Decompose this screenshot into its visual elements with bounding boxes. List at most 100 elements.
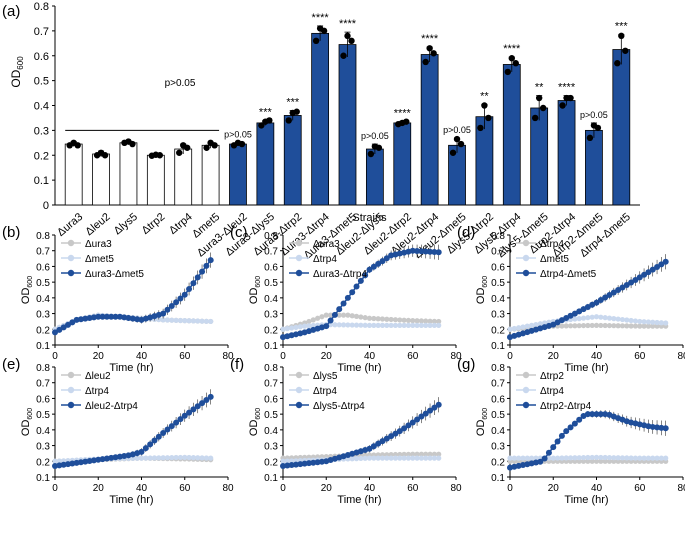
curve-y-tick-label: 0.2 bbox=[491, 457, 505, 468]
series-point bbox=[414, 451, 420, 457]
curve-xlabel: Time (hr) bbox=[337, 494, 381, 506]
curve-y-tick-label: 0.3 bbox=[264, 442, 278, 453]
series-point bbox=[559, 323, 565, 329]
curve-y-tick-label: 0.2 bbox=[264, 325, 278, 336]
curve-x-tick-label: 60 bbox=[179, 351, 191, 362]
series-point bbox=[537, 458, 544, 465]
replicate-point bbox=[614, 60, 621, 67]
bar-y-tick-label: 0.6 bbox=[34, 51, 49, 63]
series-point bbox=[507, 455, 513, 461]
series-point bbox=[203, 262, 210, 269]
series-point bbox=[598, 458, 604, 464]
curve-y-tick-label: 0.6 bbox=[264, 262, 278, 273]
replicate-point bbox=[535, 94, 543, 102]
series-point bbox=[190, 280, 197, 287]
series-point bbox=[392, 455, 399, 461]
bar bbox=[530, 107, 549, 206]
series-point bbox=[379, 322, 386, 328]
series-point bbox=[169, 454, 175, 461]
series-point bbox=[151, 455, 158, 461]
series-point bbox=[615, 323, 621, 329]
replicate-point bbox=[285, 117, 292, 124]
series-point bbox=[112, 313, 119, 320]
series-point bbox=[194, 403, 201, 410]
curve-y-tick-label: 0.6 bbox=[36, 394, 50, 405]
series-point bbox=[533, 455, 539, 461]
curve-x-tick-label: 0 bbox=[507, 483, 513, 494]
series-point bbox=[414, 455, 420, 461]
series-point bbox=[392, 451, 399, 458]
significance-label: **** bbox=[339, 18, 357, 30]
series-point bbox=[423, 322, 429, 328]
series-point bbox=[436, 455, 442, 461]
series-point bbox=[392, 317, 399, 323]
significance-label: **** bbox=[312, 12, 330, 24]
curve-panel: (b)0.10.20.30.40.50.60.70.80 20 40 60 80Time… bbox=[2, 224, 234, 374]
series-point bbox=[208, 318, 214, 325]
series-point bbox=[589, 322, 595, 329]
series-point bbox=[358, 455, 364, 462]
curve-ylabel: OD600 bbox=[20, 408, 34, 436]
series-point bbox=[427, 451, 433, 457]
curve-y-tick-label: 0.4 bbox=[264, 294, 278, 305]
series-point bbox=[357, 277, 364, 284]
series-point bbox=[576, 316, 582, 322]
replicate-point bbox=[426, 45, 433, 52]
series-point bbox=[550, 455, 556, 461]
series-point bbox=[533, 321, 539, 328]
legend-marker bbox=[67, 269, 75, 277]
curve-y-tick-label: 0.2 bbox=[36, 457, 50, 468]
curve-y-tick-label: 0.5 bbox=[491, 410, 505, 421]
series-point bbox=[353, 456, 360, 462]
curve-x-tick-label: 40 bbox=[136, 351, 148, 362]
series-point bbox=[384, 316, 390, 322]
series-point bbox=[589, 454, 595, 461]
legend-marker bbox=[295, 269, 303, 277]
series-point bbox=[589, 458, 595, 464]
series-point bbox=[414, 322, 420, 328]
series-point bbox=[401, 455, 407, 461]
bar-y-tick-label: 0.5 bbox=[34, 76, 49, 88]
legend-label: Δtrp4 bbox=[85, 386, 109, 397]
series-point bbox=[147, 441, 154, 448]
series-point bbox=[598, 322, 604, 329]
series-point bbox=[409, 419, 416, 426]
curve-panel: (g) 0.1 0.2 0.3 0.4 0.5 0.6 0.7 0.8 0 20 40 60 80 Time… bbox=[457, 356, 685, 506]
series-point bbox=[405, 322, 412, 328]
replicate-point bbox=[481, 102, 488, 109]
bar bbox=[283, 115, 302, 206]
series-point bbox=[593, 314, 600, 320]
bar bbox=[146, 154, 165, 206]
legend-label: Δtrp4 bbox=[313, 254, 337, 265]
curve-x-tick-label: 60 bbox=[407, 351, 419, 362]
curve-x-tick-label: 20 bbox=[321, 351, 333, 362]
replicate-point bbox=[531, 114, 539, 122]
series-point bbox=[576, 323, 582, 329]
legend-label: Δleu2 bbox=[85, 371, 111, 382]
series-point bbox=[288, 462, 295, 469]
series-point bbox=[143, 455, 149, 461]
curve-y-tick-label: 0.7 bbox=[36, 379, 50, 390]
series-point bbox=[336, 322, 342, 328]
series-point bbox=[358, 322, 364, 328]
series-point bbox=[190, 406, 197, 413]
series-point bbox=[431, 322, 437, 328]
series-point bbox=[654, 455, 660, 461]
curve-ylabel-sub: 600 bbox=[482, 408, 489, 420]
replicate-point bbox=[430, 50, 437, 57]
legend-label: Δura3-Δtrp4 bbox=[313, 269, 367, 280]
series-point bbox=[658, 455, 664, 461]
series-point bbox=[371, 455, 377, 461]
series-point bbox=[619, 284, 626, 291]
curve-y-tick-label: 0.7 bbox=[491, 247, 505, 258]
series-point bbox=[362, 455, 368, 461]
series-point bbox=[280, 458, 286, 464]
replicate-point bbox=[622, 47, 629, 54]
series-point bbox=[297, 324, 303, 330]
series-point bbox=[435, 249, 442, 256]
replicate-point bbox=[449, 149, 457, 156]
significance-label: p>0.05 bbox=[361, 131, 389, 141]
series-point bbox=[410, 451, 416, 457]
curve-y-tick-label: 0.6 bbox=[264, 394, 278, 405]
